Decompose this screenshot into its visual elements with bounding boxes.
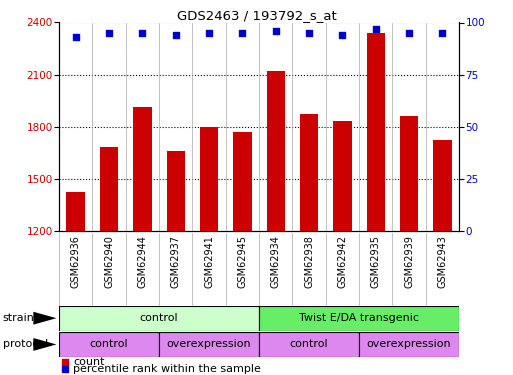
Text: GSM62936: GSM62936 bbox=[71, 235, 81, 288]
Text: overexpression: overexpression bbox=[367, 339, 451, 350]
Text: Twist E/DA transgenic: Twist E/DA transgenic bbox=[299, 313, 419, 323]
Text: percentile rank within the sample: percentile rank within the sample bbox=[73, 364, 261, 374]
Text: GSM62934: GSM62934 bbox=[271, 235, 281, 288]
Text: control: control bbox=[140, 313, 179, 323]
Text: strain: strain bbox=[3, 313, 34, 323]
Text: GSM62938: GSM62938 bbox=[304, 235, 314, 288]
Bar bbox=[133, 108, 151, 231]
Text: GSM62943: GSM62943 bbox=[438, 235, 447, 288]
Bar bbox=[259, 332, 359, 357]
Bar bbox=[259, 306, 459, 331]
Point bbox=[338, 32, 346, 38]
Bar bbox=[59, 332, 159, 357]
Text: GSM62942: GSM62942 bbox=[338, 235, 347, 288]
Bar bbox=[100, 147, 118, 231]
Text: overexpression: overexpression bbox=[167, 339, 251, 350]
Point bbox=[105, 30, 113, 36]
Text: control: control bbox=[290, 339, 328, 350]
Bar bbox=[59, 306, 259, 331]
Point bbox=[61, 366, 69, 372]
Text: GSM62944: GSM62944 bbox=[137, 235, 147, 288]
Bar bbox=[233, 132, 251, 231]
Text: GSM62941: GSM62941 bbox=[204, 235, 214, 288]
Point bbox=[305, 30, 313, 36]
Text: count: count bbox=[73, 357, 105, 367]
Point bbox=[238, 30, 246, 36]
Bar bbox=[333, 122, 351, 231]
Bar bbox=[267, 71, 285, 231]
Bar bbox=[159, 332, 259, 357]
Point bbox=[405, 30, 413, 36]
Point bbox=[171, 32, 180, 38]
Bar bbox=[359, 332, 459, 357]
Bar bbox=[433, 140, 451, 231]
Text: GSM62937: GSM62937 bbox=[171, 235, 181, 288]
Text: GSM62940: GSM62940 bbox=[104, 235, 114, 288]
Text: GDS2463 / 193792_s_at: GDS2463 / 193792_s_at bbox=[176, 9, 337, 22]
Point bbox=[205, 30, 213, 36]
Text: protocol: protocol bbox=[3, 339, 48, 350]
Bar bbox=[400, 116, 418, 231]
Text: GSM62945: GSM62945 bbox=[238, 235, 247, 288]
Point bbox=[371, 26, 380, 32]
Bar bbox=[67, 192, 85, 231]
Point bbox=[71, 34, 80, 40]
Point bbox=[438, 30, 446, 36]
Bar bbox=[167, 151, 185, 231]
Point bbox=[138, 30, 146, 36]
Bar bbox=[300, 114, 318, 231]
Text: GSM62935: GSM62935 bbox=[371, 235, 381, 288]
Bar bbox=[367, 33, 385, 231]
Text: control: control bbox=[90, 339, 128, 350]
Point bbox=[271, 28, 280, 34]
Polygon shape bbox=[33, 312, 56, 325]
Point bbox=[61, 359, 69, 365]
Polygon shape bbox=[33, 338, 56, 351]
Text: GSM62939: GSM62939 bbox=[404, 235, 414, 288]
Bar bbox=[200, 126, 218, 231]
